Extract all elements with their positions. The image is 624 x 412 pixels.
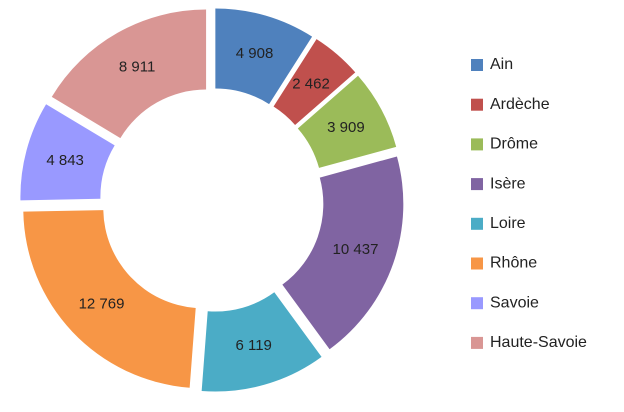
legend-label: Haute-Savoie [490, 334, 587, 351]
legend-label: Rhône [490, 255, 537, 272]
value-label: 2 462 [292, 76, 330, 93]
legend-swatch [471, 178, 483, 191]
value-label: 4 908 [236, 45, 274, 62]
donut-slice [273, 39, 356, 126]
legend-swatch [471, 257, 483, 270]
legend-swatch [471, 297, 483, 310]
value-label: 6 119 [235, 337, 271, 354]
legend-swatch [471, 98, 483, 111]
donut-slice [215, 8, 313, 105]
value-label: 8 911 [119, 59, 155, 76]
value-label: 12 769 [79, 295, 125, 312]
legend-label: Loire [490, 215, 526, 232]
legend-swatch [471, 336, 483, 349]
legend-swatch [471, 59, 483, 71]
value-label: 10 437 [333, 241, 379, 258]
legend-label: Ardèche [490, 96, 550, 113]
legend-swatch [471, 217, 483, 230]
donut-slice [20, 104, 115, 201]
legend-label: Isère [490, 175, 526, 192]
donut-slice [282, 156, 404, 350]
legend-label: Ain [490, 56, 513, 73]
legend-label: Savoie [490, 294, 539, 311]
donut-slice [297, 75, 397, 168]
value-label: 4 843 [46, 152, 84, 169]
legend-label: Drôme [490, 136, 538, 153]
donut-slice [51, 9, 207, 139]
legend-swatch [471, 138, 483, 151]
donut-slice [201, 292, 322, 392]
donut-slice [23, 210, 196, 388]
value-label: 3 909 [327, 119, 365, 136]
